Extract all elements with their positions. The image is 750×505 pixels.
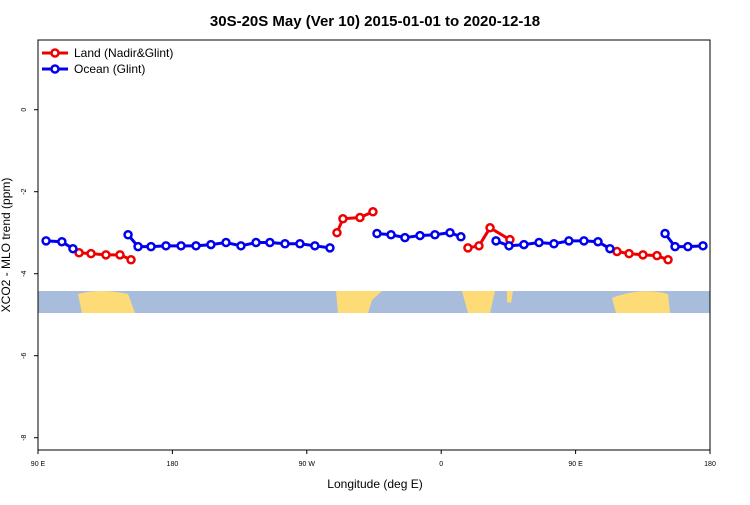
point bbox=[123, 230, 133, 240]
point bbox=[491, 236, 501, 246]
point bbox=[534, 237, 544, 248]
point bbox=[221, 237, 231, 248]
point bbox=[74, 248, 84, 258]
legend-marker bbox=[50, 48, 60, 58]
point bbox=[338, 214, 348, 224]
x-tick-label: 0 bbox=[439, 461, 443, 468]
point bbox=[430, 230, 440, 240]
point bbox=[191, 241, 201, 251]
point bbox=[41, 236, 51, 246]
point bbox=[415, 230, 425, 241]
point bbox=[86, 248, 96, 259]
point bbox=[368, 207, 378, 217]
point bbox=[310, 241, 320, 251]
point bbox=[504, 241, 514, 251]
point bbox=[652, 250, 662, 261]
x-tick-label: 90 W bbox=[299, 461, 316, 468]
point bbox=[605, 243, 615, 254]
legend-marker bbox=[50, 64, 60, 74]
point bbox=[564, 236, 574, 246]
point bbox=[355, 212, 365, 223]
x-tick-label: 180 bbox=[704, 461, 716, 468]
legend-label: Ocean (Glint) bbox=[74, 62, 145, 76]
point bbox=[161, 241, 171, 251]
y-tick-label: -6 bbox=[21, 352, 28, 358]
point bbox=[549, 239, 559, 249]
point bbox=[400, 232, 410, 243]
legend-label: Land (Nadir&Glint) bbox=[74, 46, 173, 60]
point bbox=[660, 228, 670, 239]
y-tick-label: -8 bbox=[21, 434, 28, 440]
x-tick-label: 90 E bbox=[31, 461, 46, 468]
point bbox=[236, 241, 246, 251]
point bbox=[663, 255, 673, 265]
x-tick-label: 180 bbox=[167, 461, 179, 468]
point bbox=[265, 237, 275, 248]
point bbox=[593, 236, 603, 247]
point bbox=[456, 232, 466, 242]
point bbox=[372, 228, 382, 239]
point bbox=[68, 243, 78, 254]
land-patch bbox=[507, 291, 513, 303]
point bbox=[463, 243, 473, 253]
point bbox=[133, 241, 143, 252]
point bbox=[332, 227, 342, 238]
point bbox=[445, 227, 455, 238]
map-strip bbox=[38, 291, 710, 313]
point bbox=[176, 241, 186, 251]
land-patch bbox=[78, 291, 135, 313]
point bbox=[683, 241, 693, 252]
point bbox=[670, 241, 680, 252]
point bbox=[386, 230, 396, 240]
point bbox=[280, 239, 290, 249]
x-axis-label: Longitude (deg E) bbox=[327, 477, 422, 491]
y-tick-label: 0 bbox=[21, 108, 28, 112]
point bbox=[638, 250, 648, 260]
point bbox=[624, 248, 634, 259]
land-patch bbox=[612, 291, 670, 313]
point bbox=[115, 250, 125, 260]
ocean-band bbox=[38, 291, 710, 313]
plot-frame bbox=[37, 39, 711, 451]
point bbox=[101, 250, 111, 260]
point bbox=[146, 241, 156, 252]
land-patch bbox=[336, 291, 382, 313]
point bbox=[295, 239, 305, 249]
point bbox=[57, 236, 67, 247]
point bbox=[474, 241, 484, 251]
point bbox=[206, 239, 216, 250]
point bbox=[519, 239, 529, 250]
point bbox=[126, 255, 136, 265]
point bbox=[251, 237, 261, 248]
point bbox=[698, 241, 708, 251]
y-tick-label: -4 bbox=[21, 270, 28, 276]
land-patch bbox=[462, 291, 495, 313]
point bbox=[325, 243, 335, 253]
point bbox=[485, 223, 495, 233]
x-tick-label: 90 E bbox=[568, 461, 583, 468]
point bbox=[579, 236, 589, 246]
chart-title: 30S-20S May (Ver 10) 2015-01-01 to 2020-… bbox=[210, 13, 540, 30]
y-tick-label: -2 bbox=[21, 188, 28, 194]
y-axis-label: XCO2 - MLO trend (ppm) bbox=[0, 178, 13, 313]
